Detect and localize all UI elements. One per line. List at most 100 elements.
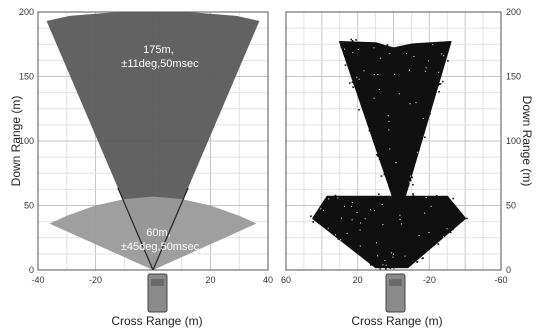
detection-point	[351, 40, 354, 42]
detection-point	[429, 113, 431, 115]
gap-speck	[389, 148, 391, 150]
detection-point	[412, 194, 415, 197]
gap-speck	[415, 102, 417, 104]
detection-point	[412, 193, 414, 195]
detection-point	[466, 217, 468, 220]
gap-speck	[320, 208, 322, 210]
x-tick-label: 20	[353, 275, 363, 285]
y-tick-label: 100	[506, 136, 521, 146]
detection-point	[418, 43, 420, 46]
gap-speck	[417, 151, 418, 153]
gap-speck	[413, 56, 415, 57]
short-range-label-line2: ±45deg,50msec	[121, 241, 200, 253]
detection-point	[355, 39, 357, 41]
detection-point	[372, 196, 375, 198]
y-tick-label: 200	[506, 7, 521, 17]
right-detection-points	[310, 38, 468, 270]
gap-speck	[360, 222, 362, 224]
detection-point	[369, 264, 372, 266]
detection-point	[447, 60, 449, 62]
gap-speck	[357, 49, 359, 50]
point-cloud-narrow-far	[339, 40, 452, 200]
left-x-axis-title: Cross Range (m)	[111, 314, 202, 328]
detection-point	[335, 234, 337, 237]
detection-point	[426, 247, 428, 249]
x-tick-label: -20	[89, 275, 102, 285]
gap-speck	[428, 232, 430, 233]
gap-speck	[425, 67, 427, 69]
detection-point	[430, 243, 433, 245]
gap-speck	[358, 78, 360, 80]
gap-speck	[352, 52, 354, 54]
detection-point	[368, 129, 371, 132]
left-panel: -40-2002040050100150200 175m, ±11deg,50m…	[9, 7, 273, 328]
gap-speck	[422, 117, 424, 119]
detection-point	[362, 198, 364, 200]
gap-speck	[373, 74, 375, 76]
gap-speck	[387, 115, 389, 117]
gap-speck	[388, 129, 390, 131]
y-tick-label: 150	[506, 72, 521, 82]
detection-point	[317, 210, 319, 213]
gap-speck	[385, 264, 387, 266]
gap-speck	[424, 212, 426, 214]
detection-point	[365, 106, 368, 109]
detection-point	[348, 82, 351, 84]
x-tick-label: -60	[494, 275, 507, 285]
gap-speck	[359, 229, 361, 231]
detection-point	[377, 141, 379, 143]
detection-point	[424, 136, 426, 139]
detection-point	[389, 265, 391, 268]
gap-speck	[409, 103, 411, 105]
detection-point	[437, 239, 439, 242]
gap-speck	[373, 97, 375, 99]
gap-speck	[350, 205, 352, 207]
gap-speck	[389, 53, 391, 55]
detection-point	[407, 184, 410, 187]
gap-speck	[441, 53, 443, 55]
gap-speck	[351, 219, 353, 221]
left-vehicle-icon	[147, 273, 168, 313]
gap-speck	[399, 214, 401, 216]
y-tick-label: 50	[24, 201, 34, 211]
gap-speck	[410, 175, 411, 177]
long-range-coverage	[46, 12, 260, 270]
detection-point	[364, 102, 366, 104]
detection-point	[438, 91, 440, 93]
detection-point	[334, 194, 337, 197]
detection-point	[425, 120, 428, 123]
gap-speck	[427, 60, 429, 62]
detection-point	[377, 45, 379, 47]
x-tick-label: -40	[31, 275, 44, 285]
detection-point	[371, 196, 374, 199]
gap-speck	[374, 210, 375, 212]
gap-speck	[378, 89, 380, 90]
gap-speck	[393, 253, 395, 255]
gap-speck	[408, 69, 410, 71]
gap-speck	[335, 234, 336, 236]
left-coverage-areas	[46, 12, 260, 270]
right-x-axis-title: Cross Range (m)	[351, 314, 442, 328]
gap-speck	[418, 235, 420, 236]
gap-speck	[432, 44, 434, 46]
detection-point	[441, 67, 444, 69]
detection-point	[409, 179, 412, 182]
detection-point	[442, 80, 444, 83]
detection-point	[373, 140, 375, 143]
detection-point	[385, 267, 387, 270]
point-cloud-wide-near	[312, 195, 466, 269]
detection-point	[439, 83, 442, 85]
gap-speck	[388, 120, 390, 122]
detection-point	[452, 228, 454, 231]
detection-point	[351, 81, 354, 83]
detection-point	[449, 231, 452, 234]
y-tick-label: 0	[506, 265, 511, 275]
detection-point	[333, 231, 336, 233]
y-tick-label: 150	[19, 72, 34, 82]
detection-point	[318, 222, 320, 224]
detection-point	[428, 196, 431, 199]
long-range-label-line2: ±11deg,50msec	[121, 58, 199, 70]
detection-point	[412, 183, 414, 186]
long-range-label-line1: 175m,	[143, 44, 174, 56]
gap-speck	[404, 255, 406, 257]
